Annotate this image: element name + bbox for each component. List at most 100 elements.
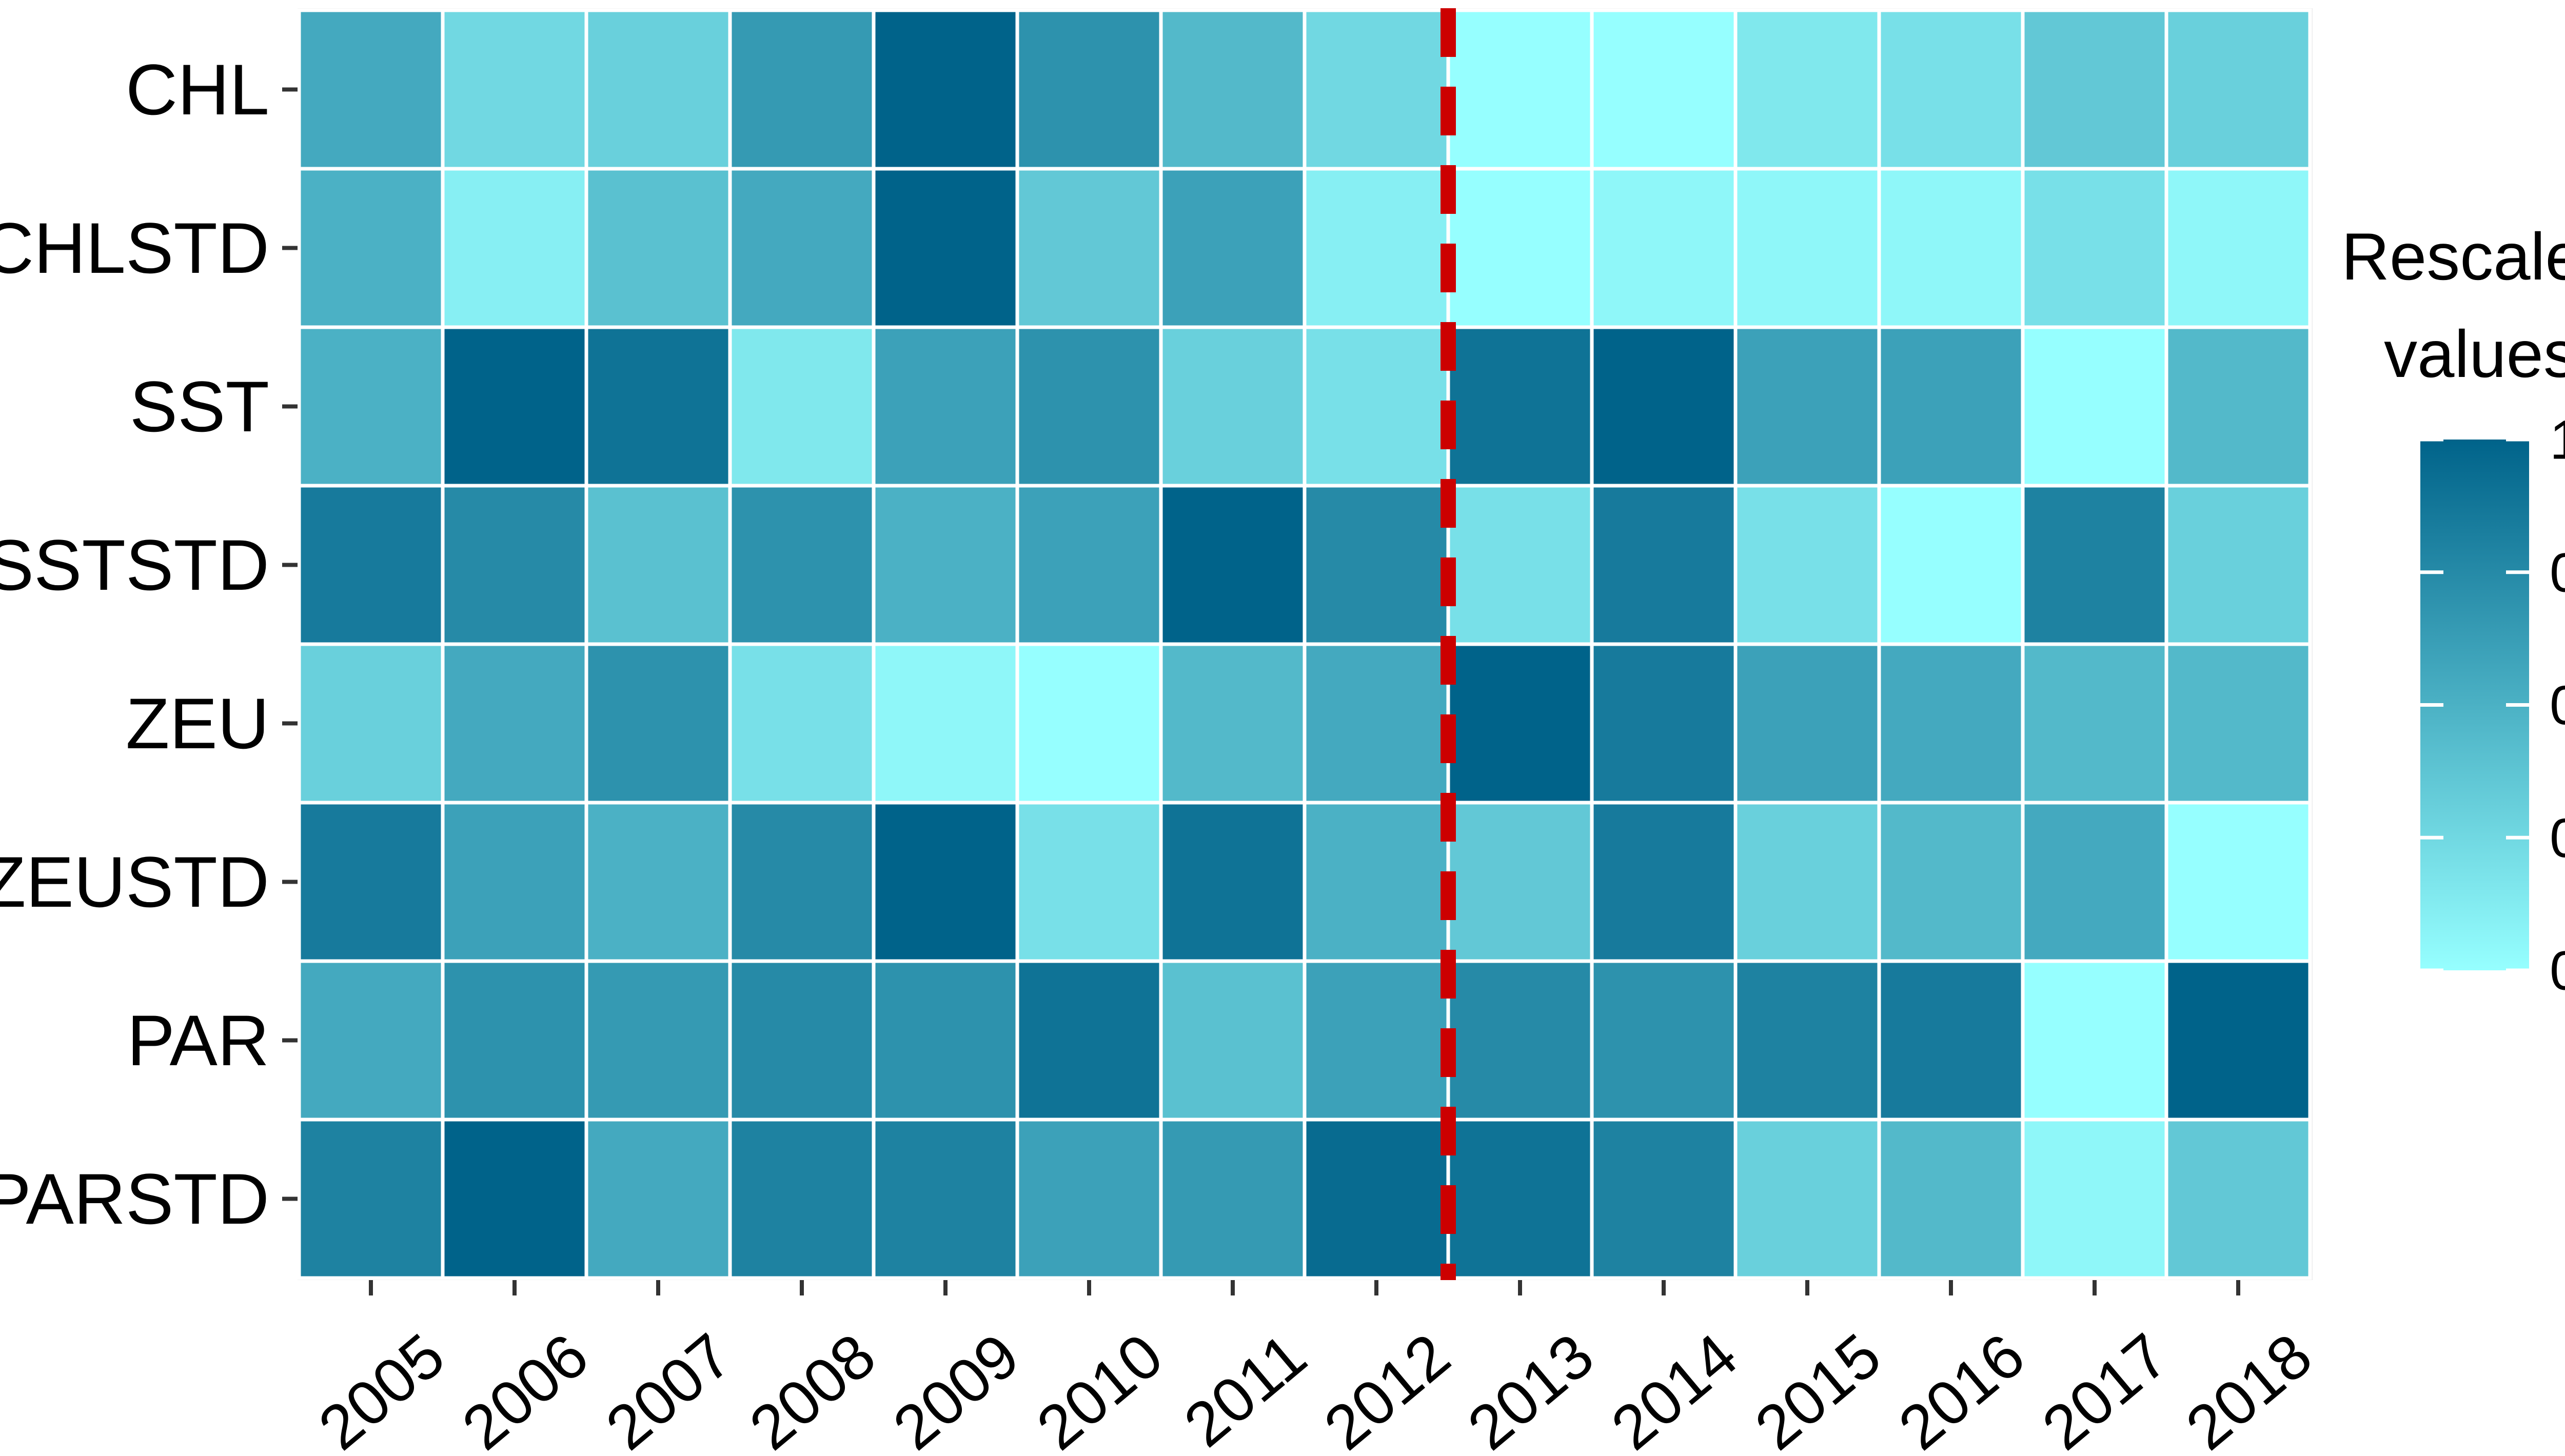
heatmap-cell-SSTSTD-2007 bbox=[584, 484, 732, 646]
heatmap-cell-SST-2015 bbox=[1733, 325, 1881, 488]
heatmap-cell-ZEUSTD-2014 bbox=[1590, 801, 1738, 963]
heatmap-cell-ZEUSTD-2008 bbox=[728, 801, 876, 963]
heatmap-cell-CHL-2010 bbox=[1015, 8, 1163, 171]
heatmap-cell-CHL-2005 bbox=[297, 8, 445, 171]
heatmap-cell-CHL-2015 bbox=[1733, 8, 1881, 171]
heatmap-cell-CHL-2011 bbox=[1159, 8, 1307, 171]
heatmap-cell-SST-2010 bbox=[1015, 325, 1163, 488]
heatmap-cell-CHLSTD-2009 bbox=[872, 167, 1019, 329]
heatmap-cell-ZEUSTD-2006 bbox=[441, 801, 588, 963]
heatmap-cell-CHLSTD-2008 bbox=[728, 167, 876, 329]
heatmap-cell-SST-2006 bbox=[441, 325, 588, 488]
legend-title-line: Rescaled bbox=[2341, 219, 2565, 294]
legend-tick-label: 0.25 bbox=[2550, 807, 2565, 869]
heatmap-cell-CHL-2014 bbox=[1590, 8, 1738, 171]
heatmap-cell-ZEU-2005 bbox=[297, 642, 445, 805]
y-axis: CHL CHLSTD SST SSTSTD ZEU ZEUSTD PAR PARSTD bbox=[0, 49, 298, 1239]
heatmap-cell-CHLSTD-2016 bbox=[1877, 167, 2025, 329]
heatmap-cell-CHLSTD-2012 bbox=[1303, 167, 1450, 329]
heatmap-cell-CHL-2006 bbox=[441, 8, 588, 171]
heatmap-cell-PARSTD-2017 bbox=[2021, 1118, 2168, 1280]
heatmap-cell-PAR-2016 bbox=[1877, 959, 2025, 1122]
heatmap-cell-PAR-2009 bbox=[872, 959, 1019, 1122]
x-axis: 2005200620072008200920102011201220132014… bbox=[306, 1280, 2324, 1456]
heatmap-cell-PARSTD-2016 bbox=[1877, 1118, 2025, 1280]
legend-tick-label: 0.00 bbox=[2550, 940, 2565, 1002]
heatmap-cell-SST-2014 bbox=[1590, 325, 1738, 488]
heatmap-cell-SSTSTD-2014 bbox=[1590, 484, 1738, 646]
heatmap-cell-ZEU-2008 bbox=[728, 642, 876, 805]
heatmap-cell-PAR-2017 bbox=[2021, 959, 2168, 1122]
x-tick-label: 2007 bbox=[593, 1320, 744, 1453]
heatmap-cell-SSTSTD-2008 bbox=[728, 484, 876, 646]
heatmap-cell-SST-2011 bbox=[1159, 325, 1307, 488]
heatmap-cell-CHLSTD-2005 bbox=[297, 167, 445, 329]
heatmap-cell-SSTSTD-2015 bbox=[1733, 484, 1881, 646]
heatmap-cell-SSTSTD-2018 bbox=[2164, 484, 2312, 646]
heatmap-cell-SSTSTD-2012 bbox=[1303, 484, 1450, 646]
y-tick-label: PARSTD bbox=[0, 1159, 269, 1239]
legend-title-line: values bbox=[2384, 316, 2565, 391]
heatmap-cell-ZEU-2016 bbox=[1877, 642, 2025, 805]
heatmap-cell-CHL-2008 bbox=[728, 8, 876, 171]
y-tick-label: ZEUSTD bbox=[0, 842, 269, 922]
heatmap-cell-ZEUSTD-2010 bbox=[1015, 801, 1163, 963]
heatmap-cell-ZEUSTD-2012 bbox=[1303, 801, 1450, 963]
heatmap-cell-ZEU-2015 bbox=[1733, 642, 1881, 805]
heatmap-cell-PARSTD-2010 bbox=[1015, 1118, 1163, 1280]
heatmap-cell-SST-2013 bbox=[1446, 325, 1594, 488]
x-tick-label: 2009 bbox=[880, 1320, 1032, 1453]
heatmap-cell-PARSTD-2009 bbox=[872, 1118, 1019, 1280]
heatmap-cell-SST-2017 bbox=[2021, 325, 2168, 488]
heatmap-cell-ZEUSTD-2009 bbox=[872, 801, 1019, 963]
y-tick-label: CHLSTD bbox=[0, 208, 269, 288]
heatmap-cell-CHLSTD-2014 bbox=[1590, 167, 1738, 329]
heatmap-cell-PARSTD-2015 bbox=[1733, 1118, 1881, 1280]
heatmap-cell-ZEUSTD-2017 bbox=[2021, 801, 2168, 963]
heatmap-cell-ZEU-2010 bbox=[1015, 642, 1163, 805]
heatmap-cell-PAR-2008 bbox=[728, 959, 876, 1122]
heatmap-cell-CHLSTD-2011 bbox=[1159, 167, 1307, 329]
heatmap-cell-SSTSTD-2013 bbox=[1446, 484, 1594, 646]
heatmap-cell-ZEU-2014 bbox=[1590, 642, 1738, 805]
heatmap-cell-CHL-2018 bbox=[2164, 8, 2312, 171]
legend-tick-label: 1.00 bbox=[2550, 409, 2565, 471]
heatmap-cell-PAR-2012 bbox=[1303, 959, 1450, 1122]
y-tick-label: SST bbox=[130, 366, 269, 447]
heatmap-cell-ZEUSTD-2005 bbox=[297, 801, 445, 963]
y-tick-label: CHL bbox=[126, 49, 269, 130]
heatmap-cell-CHLSTD-2007 bbox=[584, 167, 732, 329]
heatmap-cell-SST-2018 bbox=[2164, 325, 2312, 488]
heatmap-cell-CHLSTD-2017 bbox=[2021, 167, 2168, 329]
heatmap-cell-CHLSTD-2010 bbox=[1015, 167, 1163, 329]
heatmap-cell-PAR-2007 bbox=[584, 959, 732, 1122]
heatmap-cell-PAR-2005 bbox=[297, 959, 445, 1122]
heatmap-cell-SST-2007 bbox=[584, 325, 732, 488]
heatmap-cell-PAR-2018 bbox=[2164, 959, 2312, 1122]
heatmap-cell-ZEU-2017 bbox=[2021, 642, 2168, 805]
heatmap-cell-PAR-2013 bbox=[1446, 959, 1594, 1122]
heatmap-cell-PARSTD-2006 bbox=[441, 1118, 588, 1280]
x-tick-label: 2010 bbox=[1024, 1320, 1175, 1453]
heatmap-cell-PARSTD-2008 bbox=[728, 1118, 876, 1280]
x-tick-label: 2008 bbox=[737, 1320, 888, 1453]
heatmap-cell-PAR-2006 bbox=[441, 959, 588, 1122]
heatmap-cell-PAR-2015 bbox=[1733, 959, 1881, 1122]
heatmap-cell-SST-2009 bbox=[872, 325, 1019, 488]
heatmap-cell-PAR-2014 bbox=[1590, 959, 1738, 1122]
heatmap-cell-PARSTD-2007 bbox=[584, 1118, 732, 1280]
heatmap-cell-PARSTD-2012 bbox=[1303, 1118, 1450, 1280]
legend-tick-label: 0.75 bbox=[2550, 541, 2565, 603]
legend: Rescaled values 1.00 0.75 0.50 0.25 0.00 bbox=[2341, 219, 2565, 1002]
heatmap-cell-ZEUSTD-2013 bbox=[1446, 801, 1594, 963]
heatmap-cell-CHL-2013 bbox=[1446, 8, 1594, 171]
x-tick-label: 2011 bbox=[1171, 1320, 1319, 1453]
y-tick-label: PAR bbox=[127, 1000, 269, 1081]
heatmap-cell-ZEUSTD-2015 bbox=[1733, 801, 1881, 963]
heatmap-cell-ZEUSTD-2018 bbox=[2164, 801, 2312, 963]
x-tick-label: 2014 bbox=[1599, 1320, 1750, 1453]
x-tick-label: 2005 bbox=[306, 1320, 457, 1453]
x-tick-label: 2012 bbox=[1311, 1320, 1463, 1453]
heatmap-cell-SSTSTD-2010 bbox=[1015, 484, 1163, 646]
